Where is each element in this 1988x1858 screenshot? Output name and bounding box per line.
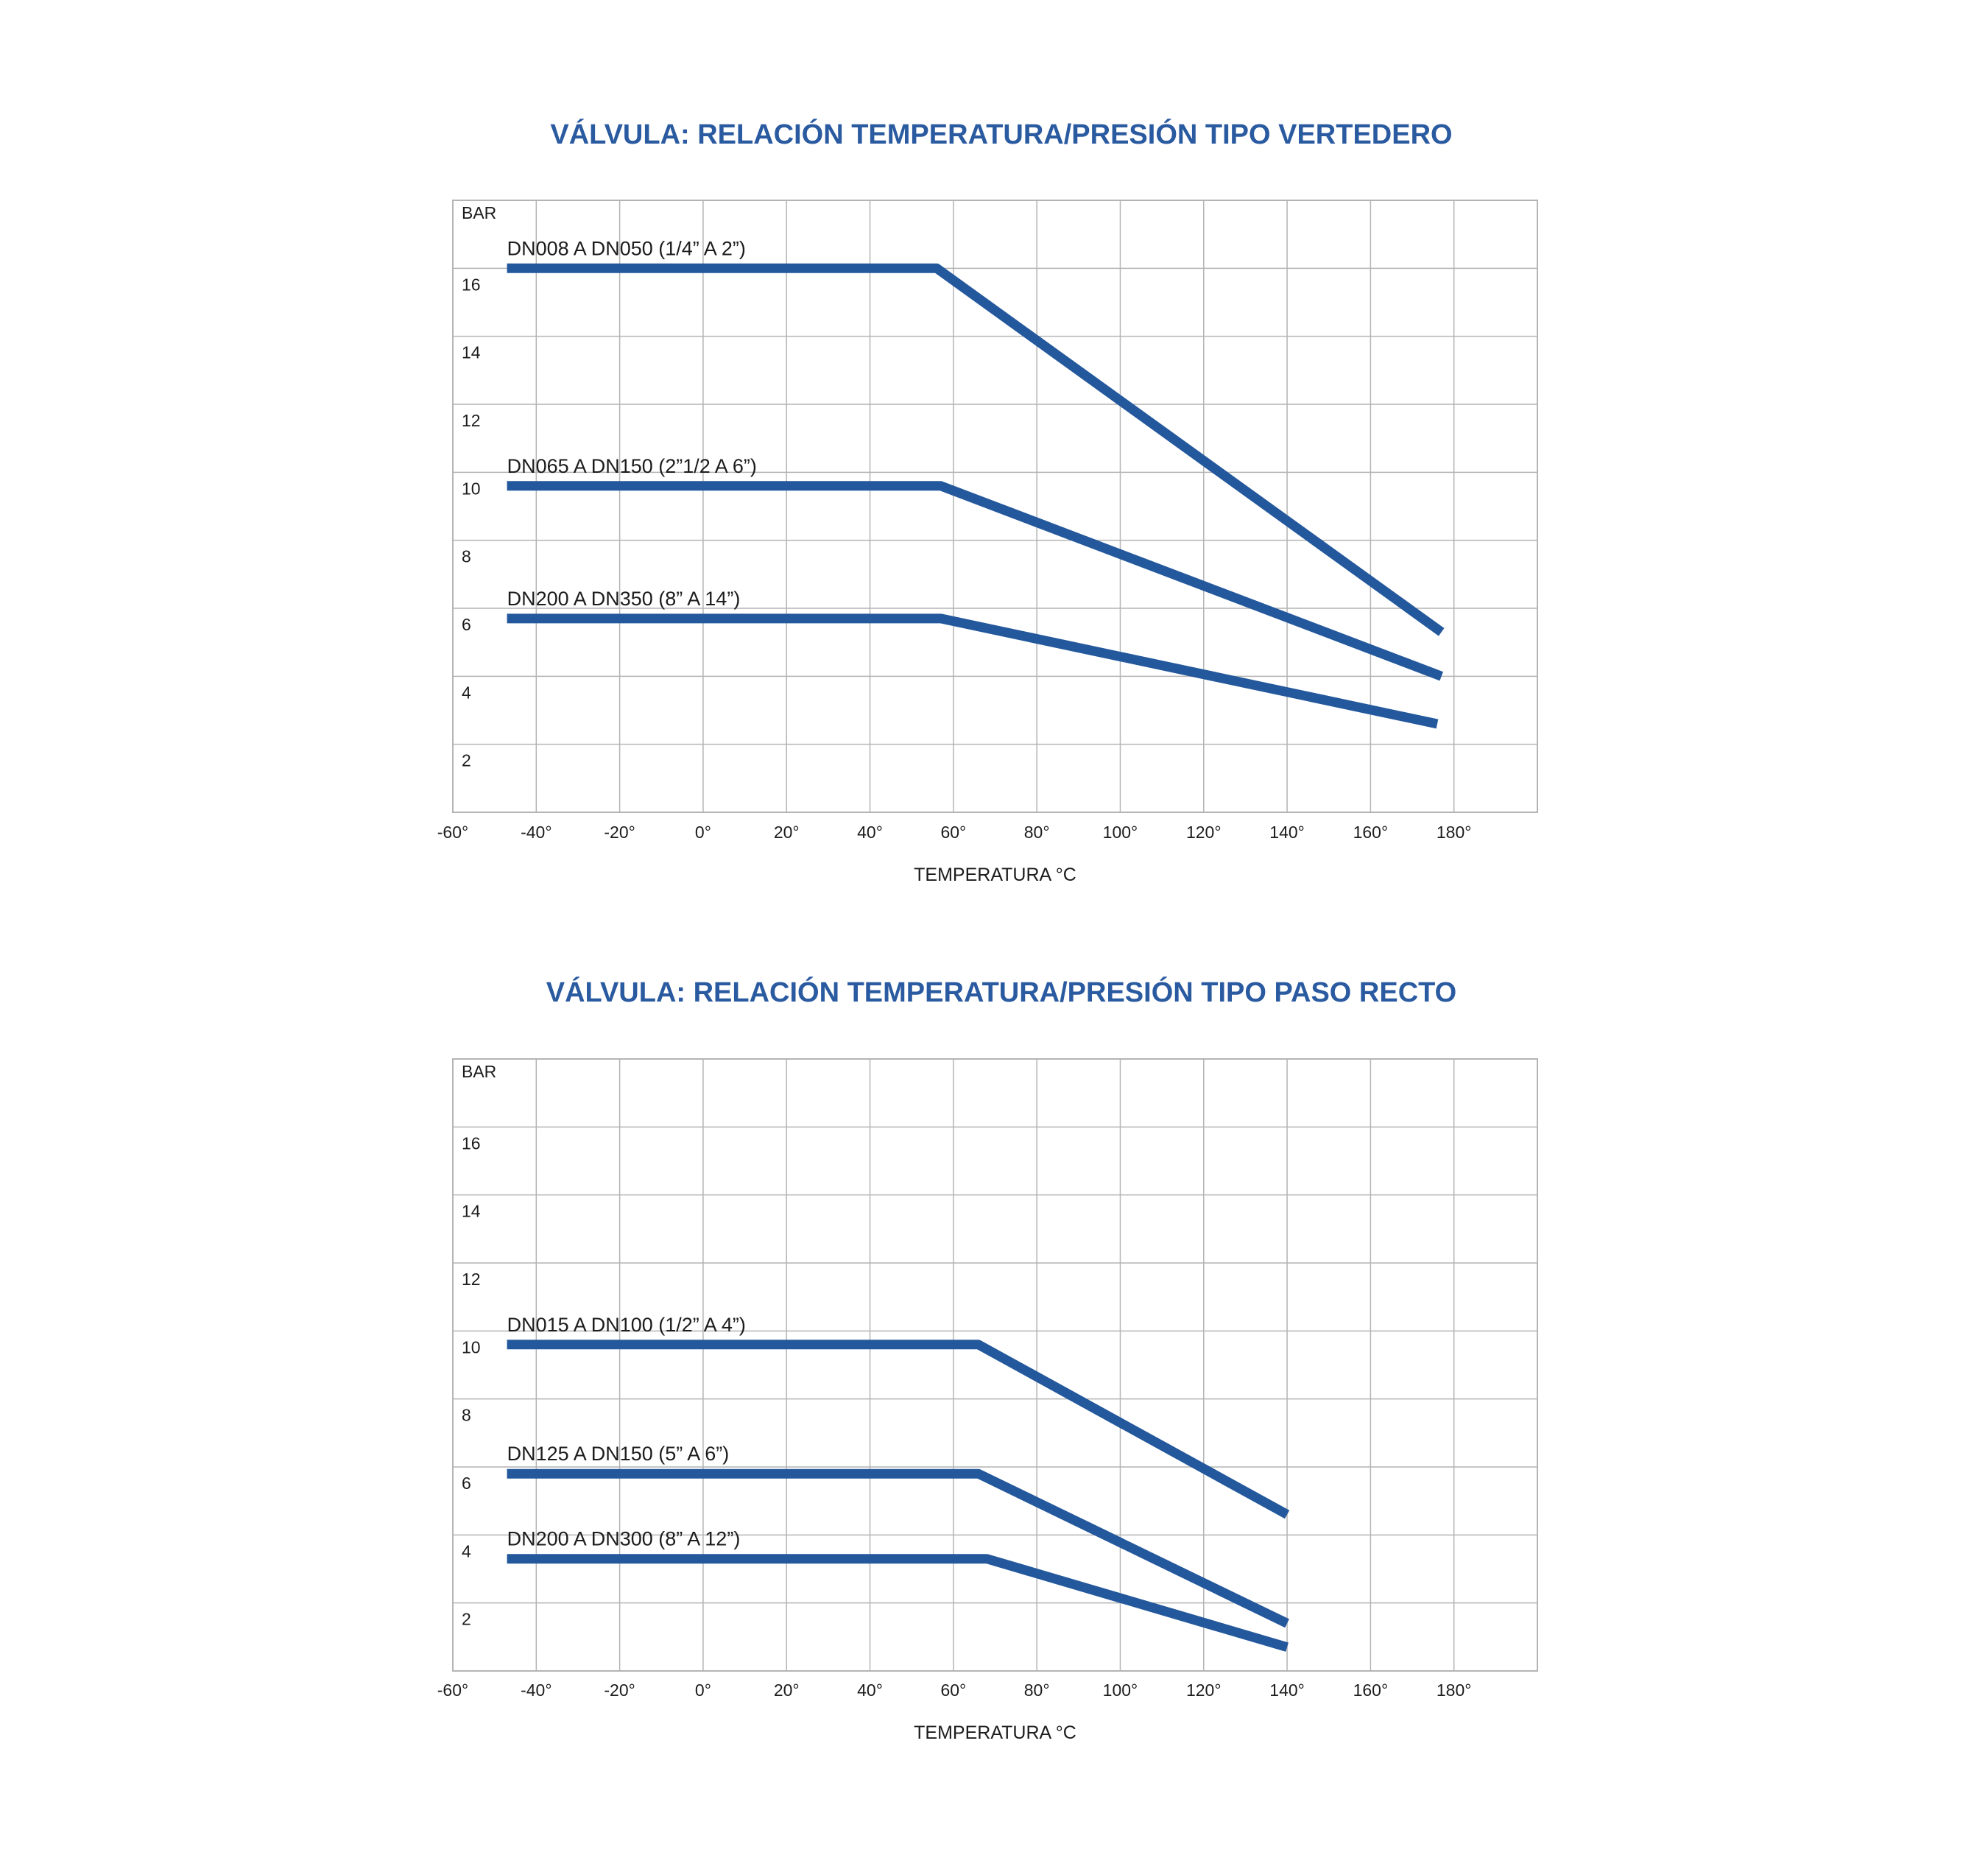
y-tick-label: 16 bbox=[462, 1133, 481, 1153]
y-tick-label: 8 bbox=[462, 547, 471, 566]
x-tick-label: -20° bbox=[604, 823, 635, 842]
series-line bbox=[507, 263, 1445, 636]
chart-title: VÁLVULA: RELACIÓN TEMPERATURA/PRESIÓN TI… bbox=[546, 976, 1456, 1008]
y-tick-label: 14 bbox=[462, 1202, 481, 1221]
y-tick-label: 2 bbox=[462, 1610, 471, 1629]
x-axis-label: TEMPERATURA °C bbox=[914, 1722, 1076, 1743]
y-tick-label: 6 bbox=[462, 615, 471, 634]
chart-2: VÁLVULA: RELACIÓN TEMPERATURA/PRESIÓN TI… bbox=[437, 976, 1538, 1743]
x-tick-label: 180° bbox=[1437, 823, 1472, 842]
series-label: DN200 A DN350 (8” A 14”) bbox=[507, 588, 741, 610]
y-tick-label: 10 bbox=[462, 479, 481, 498]
y-tick-label: 4 bbox=[462, 683, 471, 702]
series-label: DN200 A DN300 (8” A 12”) bbox=[507, 1528, 741, 1550]
x-tick-label: 180° bbox=[1437, 1681, 1472, 1700]
series-line bbox=[507, 481, 1444, 681]
x-tick-label: 40° bbox=[857, 1681, 883, 1700]
chart-title: VÁLVULA: RELACIÓN TEMPERATURA/PRESIÓN TI… bbox=[550, 118, 1452, 150]
y-axis-label: BAR bbox=[462, 203, 496, 222]
x-axis-label: TEMPERATURA °C bbox=[914, 865, 1076, 885]
x-tick-label: 80° bbox=[1024, 823, 1050, 842]
x-tick-label: -60° bbox=[437, 1681, 468, 1700]
y-tick-label: 4 bbox=[462, 1541, 471, 1560]
series-line bbox=[507, 1554, 1289, 1652]
x-tick-label: 40° bbox=[857, 823, 883, 842]
plot-frame bbox=[452, 200, 1538, 813]
x-tick-label: 100° bbox=[1103, 823, 1138, 842]
chart-1: VÁLVULA: RELACIÓN TEMPERATURA/PRESIÓN TI… bbox=[437, 118, 1538, 885]
plot-frame bbox=[452, 1058, 1538, 1672]
series-line bbox=[507, 1340, 1290, 1519]
x-tick-label: 0° bbox=[695, 1681, 711, 1700]
series-line bbox=[507, 1468, 1289, 1628]
series-line bbox=[507, 613, 1439, 729]
x-tick-label: -60° bbox=[437, 823, 468, 842]
y-tick-label: 6 bbox=[462, 1474, 471, 1493]
x-tick-label: 120° bbox=[1186, 823, 1222, 842]
y-axis-label: BAR bbox=[462, 1062, 496, 1081]
series-label: DN065 A DN150 (2”1/2 A 6”) bbox=[507, 455, 757, 477]
x-tick-label: 160° bbox=[1353, 823, 1389, 842]
y-tick-label: 12 bbox=[462, 411, 481, 430]
y-tick-label: 12 bbox=[462, 1270, 481, 1289]
x-tick-label: 20° bbox=[774, 1681, 800, 1700]
x-tick-label: 140° bbox=[1269, 823, 1305, 842]
x-tick-label: 120° bbox=[1186, 1681, 1222, 1700]
x-tick-label: 80° bbox=[1024, 1681, 1050, 1700]
x-tick-label: -40° bbox=[521, 1681, 551, 1700]
x-tick-label: -20° bbox=[604, 1681, 635, 1700]
x-tick-label: 60° bbox=[940, 1681, 966, 1700]
series-label: DN008 A DN050 (1/4” A 2”) bbox=[507, 237, 746, 259]
x-tick-label: 140° bbox=[1269, 1681, 1305, 1700]
y-tick-label: 8 bbox=[462, 1406, 471, 1425]
series-label: DN015 A DN100 (1/2” A 4”) bbox=[507, 1314, 746, 1336]
x-tick-label: 60° bbox=[940, 823, 966, 842]
y-tick-label: 2 bbox=[462, 751, 471, 770]
x-tick-label: -40° bbox=[521, 823, 551, 842]
x-tick-label: 0° bbox=[695, 823, 711, 842]
y-tick-label: 14 bbox=[462, 343, 481, 362]
series-label: DN125 A DN150 (5” A 6”) bbox=[507, 1443, 730, 1465]
x-tick-label: 100° bbox=[1103, 1681, 1138, 1700]
x-tick-label: 160° bbox=[1353, 1681, 1389, 1700]
y-tick-label: 10 bbox=[462, 1337, 481, 1356]
x-tick-label: 20° bbox=[774, 823, 800, 842]
y-tick-label: 16 bbox=[462, 275, 481, 294]
